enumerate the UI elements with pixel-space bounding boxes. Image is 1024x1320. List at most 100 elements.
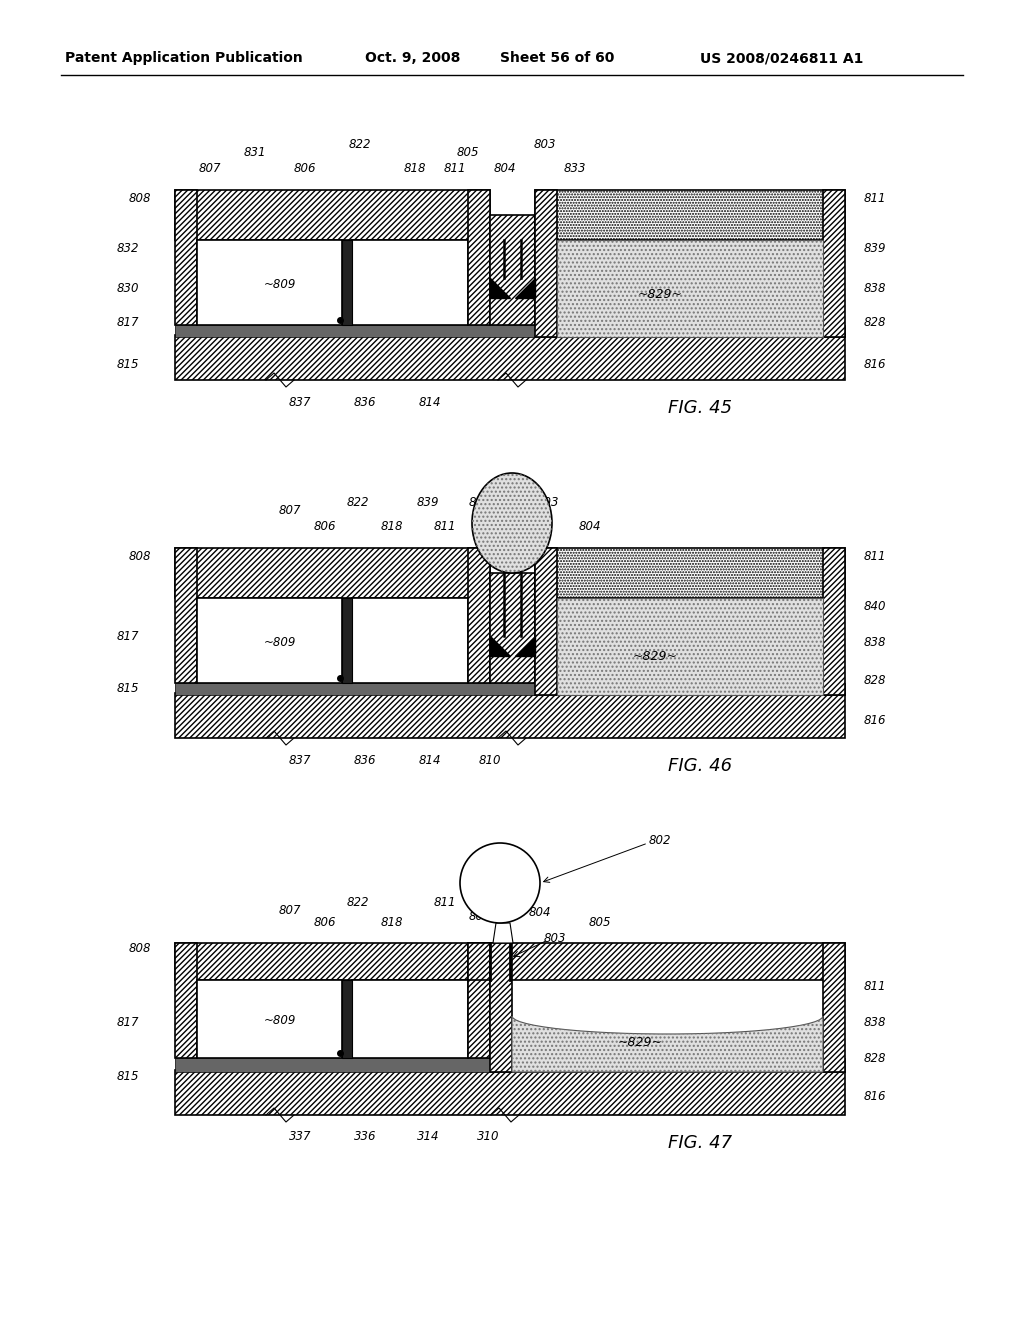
Bar <box>175 693 845 738</box>
Text: 838: 838 <box>864 281 886 294</box>
Bar <box>175 942 490 979</box>
Text: 804: 804 <box>528 907 551 920</box>
Text: 816: 816 <box>864 1089 886 1102</box>
Bar <box>342 598 352 682</box>
Bar <box>175 190 197 325</box>
Text: 815: 815 <box>117 681 139 694</box>
Text: 805: 805 <box>469 496 492 510</box>
Text: 804: 804 <box>494 161 516 174</box>
Bar <box>468 548 490 682</box>
Bar <box>823 548 845 696</box>
Bar <box>535 190 557 337</box>
Text: 811: 811 <box>864 191 886 205</box>
Text: 807: 807 <box>279 503 301 516</box>
Bar <box>823 548 845 696</box>
Text: 807: 807 <box>199 161 221 174</box>
Bar <box>342 979 352 1059</box>
Bar <box>197 598 342 682</box>
Text: 839: 839 <box>864 242 886 255</box>
Bar <box>490 942 512 1072</box>
Text: 807: 807 <box>279 903 301 916</box>
Bar <box>175 1071 845 1115</box>
Text: 805: 805 <box>457 145 479 158</box>
Text: 828: 828 <box>864 675 886 688</box>
Text: 817: 817 <box>117 630 139 643</box>
Text: 816: 816 <box>864 714 886 726</box>
Bar <box>175 335 845 380</box>
Bar <box>490 942 512 1072</box>
Text: 822: 822 <box>349 139 372 152</box>
Text: Sheet 56 of 60: Sheet 56 of 60 <box>500 51 614 65</box>
Text: 811: 811 <box>434 520 457 532</box>
Text: 811: 811 <box>434 896 457 909</box>
Ellipse shape <box>472 473 552 573</box>
Bar <box>490 215 535 325</box>
Text: 818: 818 <box>381 520 403 532</box>
Text: 804: 804 <box>579 520 601 532</box>
Bar <box>175 942 490 979</box>
Bar <box>175 942 197 1059</box>
Bar <box>175 1059 845 1072</box>
Text: 803: 803 <box>537 496 559 510</box>
Bar <box>352 598 468 682</box>
Text: FIG. 47: FIG. 47 <box>668 1134 732 1152</box>
Bar <box>468 942 490 1059</box>
Bar <box>175 190 197 325</box>
Text: 836: 836 <box>353 396 376 408</box>
Polygon shape <box>515 636 535 656</box>
Bar <box>535 548 845 598</box>
Bar <box>535 548 845 598</box>
Bar <box>490 215 535 325</box>
Bar <box>352 240 468 325</box>
Text: 814: 814 <box>419 754 441 767</box>
Bar <box>352 979 468 1059</box>
Polygon shape <box>490 636 510 656</box>
Bar <box>535 190 845 240</box>
Text: 815: 815 <box>117 359 139 371</box>
Bar <box>535 548 557 696</box>
Bar <box>557 598 823 696</box>
Text: 336: 336 <box>353 1130 376 1143</box>
Bar <box>175 190 490 240</box>
Bar <box>557 598 823 696</box>
Bar <box>557 240 823 337</box>
Text: ~829~: ~829~ <box>633 649 678 663</box>
Text: 806: 806 <box>313 916 336 929</box>
Text: 817: 817 <box>117 317 139 330</box>
Polygon shape <box>512 1016 823 1072</box>
Text: 837: 837 <box>289 754 311 767</box>
Text: 811: 811 <box>864 979 886 993</box>
Text: US 2008/0246811 A1: US 2008/0246811 A1 <box>700 51 863 65</box>
Text: 803: 803 <box>534 139 556 152</box>
Bar <box>535 190 845 240</box>
Bar <box>535 548 557 696</box>
Bar <box>823 942 845 1072</box>
Text: 838: 838 <box>864 1016 886 1030</box>
Text: 805: 805 <box>469 909 492 923</box>
Text: 833: 833 <box>564 161 587 174</box>
Text: FIG. 45: FIG. 45 <box>668 399 732 417</box>
Text: 811: 811 <box>443 161 466 174</box>
Text: 806: 806 <box>313 520 336 532</box>
Bar <box>468 190 490 325</box>
Bar <box>175 548 490 598</box>
Bar <box>175 942 197 1059</box>
Bar <box>490 573 535 682</box>
Text: 838: 838 <box>864 636 886 649</box>
Text: FIG. 46: FIG. 46 <box>668 756 732 775</box>
Text: 802: 802 <box>649 833 672 846</box>
Bar <box>468 942 845 979</box>
Text: 837: 837 <box>289 396 311 408</box>
Text: ~809: ~809 <box>264 279 296 292</box>
Text: 808: 808 <box>129 191 152 205</box>
Bar <box>175 1071 845 1115</box>
Bar <box>490 573 535 682</box>
Text: ~829~: ~829~ <box>638 289 683 301</box>
Bar <box>468 942 845 979</box>
Bar <box>823 190 845 337</box>
Bar <box>175 335 845 380</box>
Text: 816: 816 <box>864 359 886 371</box>
Bar <box>823 942 845 1072</box>
Bar <box>175 548 197 682</box>
Text: 828: 828 <box>864 317 886 330</box>
